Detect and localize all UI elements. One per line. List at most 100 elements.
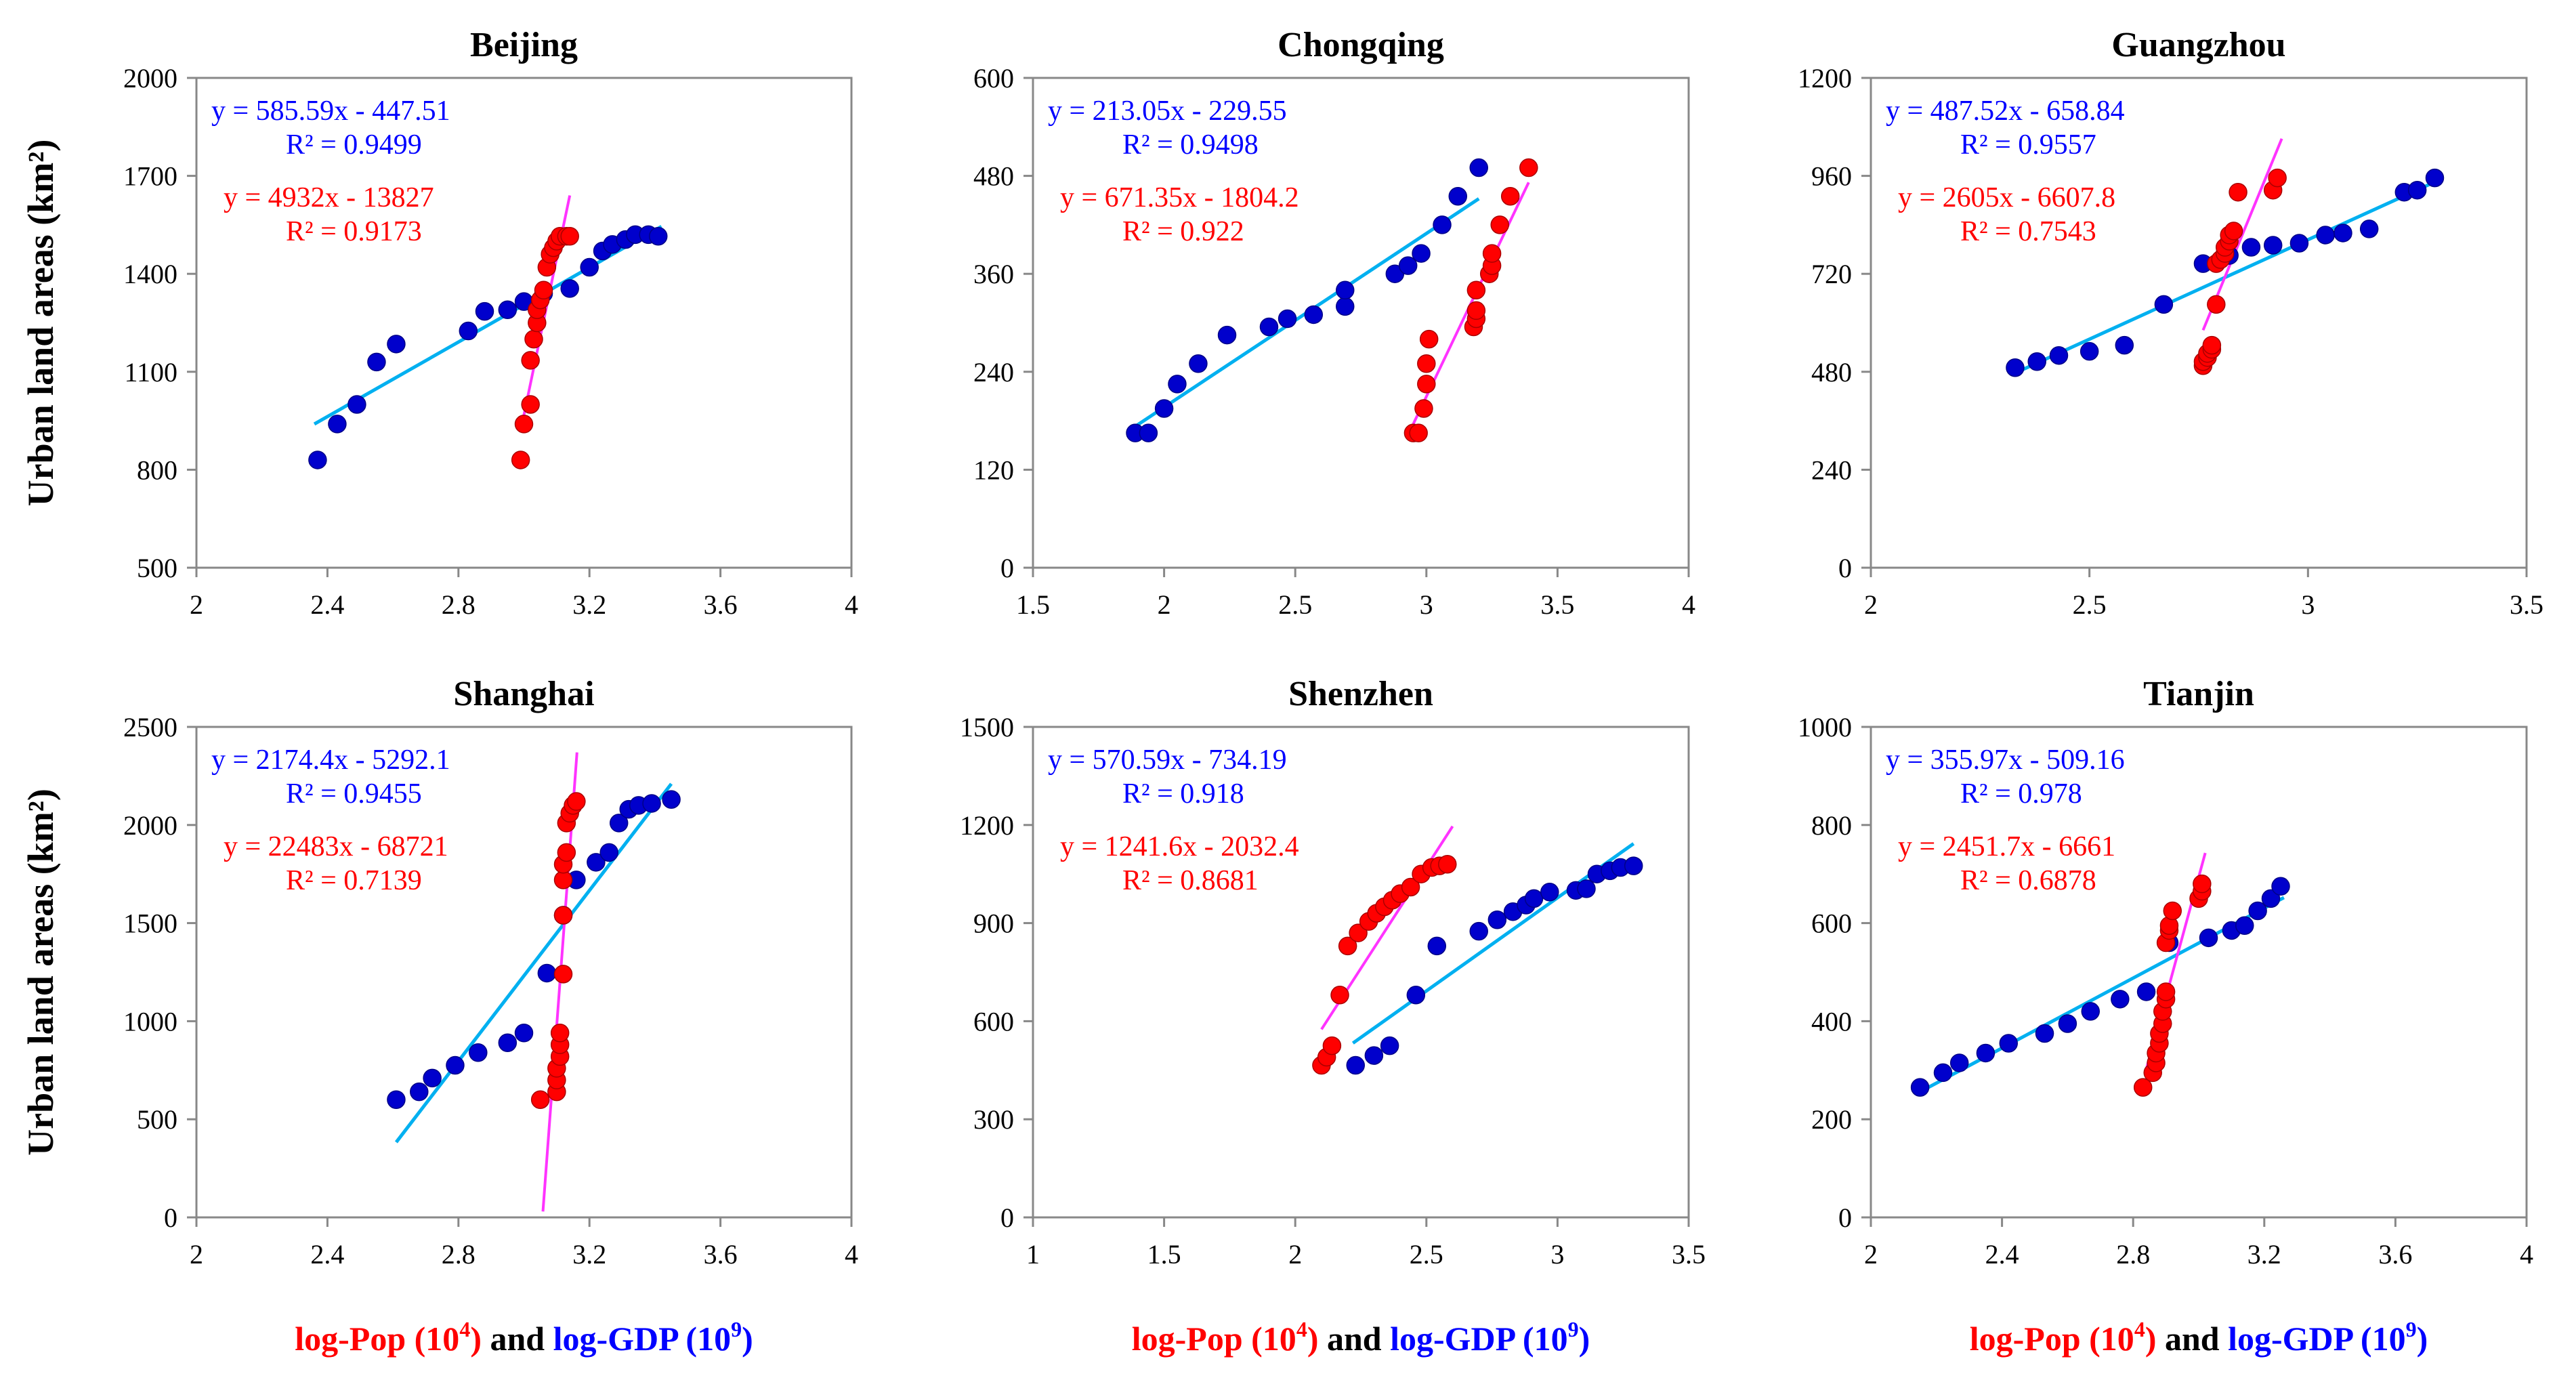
gdp-point xyxy=(446,1055,465,1075)
x-axis-label-part: ) xyxy=(470,1320,482,1358)
pop-equation: y = 671.35x - 1804.2 xyxy=(1060,182,1299,213)
gdp-point xyxy=(2111,990,2130,1009)
chart-panel-shanghai: Shanghai 2 2.4 2.8 3.2 3.6 4 0 500 1000 1500 2000 25… xyxy=(123,675,858,1270)
x-axis-label-part: log-Pop (10 xyxy=(1132,1320,1296,1358)
gdp-equation: y = 355.97x - 509.16 xyxy=(1886,745,2125,776)
gdp-point xyxy=(662,790,681,809)
gdp-point xyxy=(2154,295,2174,314)
gdp-point xyxy=(459,321,478,341)
y-tick-label: 1500 xyxy=(960,712,1014,742)
y-axis-labels: Urban land areas (km²) Urban land areas (… xyxy=(20,140,61,1156)
x-tick-label: 4 xyxy=(1682,589,1695,620)
gdp-r2: R² = 0.9498 xyxy=(1122,129,1259,161)
gdp-equation: y = 570.59x - 734.19 xyxy=(1048,745,1287,776)
pop-point xyxy=(1500,186,1520,206)
pop-point xyxy=(1519,158,1538,177)
x-tick-label: 2.8 xyxy=(442,1239,476,1270)
x-axis-label-part: log-GDP (10 xyxy=(553,1320,731,1358)
pop-point xyxy=(2268,168,2287,188)
pop-r2: R² = 0.7543 xyxy=(1960,216,2096,247)
pop-point xyxy=(2193,874,2212,894)
y-tick-label: 120 xyxy=(973,455,1014,485)
y-tick-label: 1000 xyxy=(123,1006,177,1036)
gdp-equation: y = 213.05x - 229.55 xyxy=(1048,96,1287,127)
gdp-point xyxy=(2079,341,2099,361)
plot-area xyxy=(1032,726,1690,1219)
gdp-point xyxy=(2271,877,2290,896)
chart-title: Shenzhen xyxy=(1288,675,1433,713)
pop-r2: R² = 0.6878 xyxy=(1960,865,2096,896)
y-tick-label: 2000 xyxy=(123,63,177,93)
gdp-point xyxy=(1139,423,1158,442)
pop-point xyxy=(553,871,573,889)
pop-r2: R² = 0.8681 xyxy=(1122,865,1259,896)
y-tick-label: 600 xyxy=(1811,908,1852,939)
gdp-point xyxy=(469,1043,488,1062)
gdp-equation: y = 2174.4x - 5292.1 xyxy=(211,745,450,776)
x-axis-label-part: ) xyxy=(1307,1320,1319,1358)
gdp-point xyxy=(2081,1002,2100,1021)
gdp-point xyxy=(537,963,557,983)
x-tick-label: 3 xyxy=(1550,1239,1564,1270)
gdp-point xyxy=(587,853,606,872)
pop-point xyxy=(1330,986,1349,1005)
pop-point xyxy=(1417,354,1436,373)
pop-point xyxy=(524,329,543,349)
x-tick-label: 2.8 xyxy=(442,589,476,620)
gdp-point xyxy=(475,301,494,321)
plot-area xyxy=(1032,77,1690,569)
y-tick-label: 360 xyxy=(973,259,1014,289)
gdp-point xyxy=(347,395,366,414)
x-tick-label: 3.2 xyxy=(2247,1239,2281,1270)
x-tick-label: 3.5 xyxy=(1540,589,1574,620)
gdp-point xyxy=(1469,921,1488,941)
pop-point xyxy=(2156,982,2176,1001)
y-tick-label: 960 xyxy=(1811,161,1852,192)
gdp-point xyxy=(1487,910,1507,929)
gdp-point xyxy=(498,300,518,319)
x-axis-label-part: ) xyxy=(742,1320,753,1358)
x-tick-label: 3.5 xyxy=(2510,589,2543,620)
x-axis-label: log-Pop (104) and log-GDP (109) xyxy=(1132,1317,1590,1358)
y-tick-label: 800 xyxy=(137,455,177,485)
x-axis-label-part: log-Pop (10 xyxy=(1970,1320,2134,1358)
x-axis-label-part: ) xyxy=(2417,1320,2428,1358)
pop-point xyxy=(521,395,540,414)
pop-point xyxy=(2133,1078,2153,1097)
x-tick-label: 2 xyxy=(1864,1239,1878,1270)
y-tick-label: 1700 xyxy=(123,161,177,192)
gdp-point xyxy=(1448,186,1468,206)
x-tick-label: 3.2 xyxy=(572,589,606,620)
y-tick-label: 1200 xyxy=(960,810,1014,841)
gdp-point xyxy=(1469,158,1488,177)
gdp-point xyxy=(1412,244,1431,263)
gdp-point xyxy=(2115,335,2134,355)
x-axis-label-superscript: 4 xyxy=(459,1317,470,1341)
x-axis-label: log-Pop (104) and log-GDP (109) xyxy=(295,1317,753,1358)
gdp-point xyxy=(2058,1014,2077,1033)
y-tick-label: 900 xyxy=(973,908,1014,939)
chart-title: Tianjin xyxy=(2143,675,2254,713)
x-axis-label: log-Pop (104) and log-GDP (109) xyxy=(1970,1317,2428,1358)
x-axis-label-part: and xyxy=(2156,1320,2228,1358)
gdp-point xyxy=(2199,928,2218,948)
pop-point xyxy=(1438,854,1457,874)
y-tick-label: 240 xyxy=(973,357,1014,388)
x-axis-label-part: and xyxy=(1318,1320,1390,1358)
gdp-point xyxy=(423,1068,442,1088)
plot-area xyxy=(195,726,853,1219)
gdp-point xyxy=(387,335,406,354)
gdp-point xyxy=(580,257,599,277)
y-tick-label: 0 xyxy=(164,1202,177,1233)
pop-equation: y = 22483x - 68721 xyxy=(224,831,448,862)
plot-area xyxy=(1870,726,2528,1219)
pop-r2: R² = 0.922 xyxy=(1122,216,1244,247)
y-tick-label: 480 xyxy=(973,161,1014,192)
x-axis-label-superscript: 9 xyxy=(2406,1317,2417,1341)
x-tick-label: 4 xyxy=(2520,1239,2533,1270)
gdp-r2: R² = 0.918 xyxy=(1122,778,1244,810)
pop-r2: R² = 0.7139 xyxy=(286,865,422,896)
y-tick-label: 300 xyxy=(973,1104,1014,1135)
gdp-trendline xyxy=(1351,842,1635,1045)
